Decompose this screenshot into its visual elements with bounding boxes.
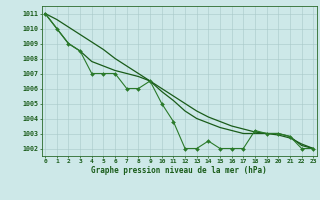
- X-axis label: Graphe pression niveau de la mer (hPa): Graphe pression niveau de la mer (hPa): [91, 166, 267, 175]
